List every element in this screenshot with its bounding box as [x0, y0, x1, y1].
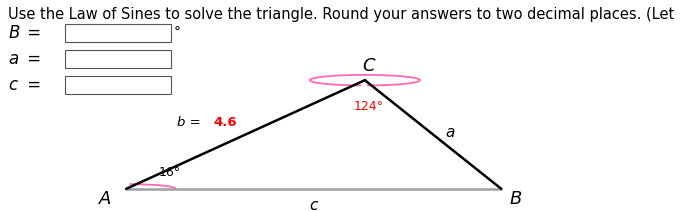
Text: c: c	[310, 198, 318, 211]
Text: =: =	[22, 76, 41, 95]
Text: a: a	[445, 125, 455, 140]
Text: B: B	[8, 24, 20, 42]
Text: 124°: 124°	[353, 100, 383, 113]
Bar	[65, 77, 170, 95]
Bar	[65, 24, 170, 42]
Bar	[65, 50, 170, 68]
Text: =: =	[22, 50, 41, 68]
Text: C: C	[362, 57, 374, 75]
Text: a: a	[8, 50, 18, 68]
Text: 4.6: 4.6	[213, 116, 237, 129]
Text: c: c	[8, 76, 17, 95]
Text: =: =	[22, 24, 41, 42]
Text: °: °	[174, 26, 181, 40]
Text: 16°: 16°	[159, 166, 181, 179]
Text: Use the Law of Sines to solve the triangle. Round your answers to two decimal pl: Use the Law of Sines to solve the triang…	[8, 7, 679, 22]
Text: A: A	[99, 190, 111, 208]
Text: b =: b =	[177, 116, 205, 129]
Text: B: B	[509, 190, 522, 208]
